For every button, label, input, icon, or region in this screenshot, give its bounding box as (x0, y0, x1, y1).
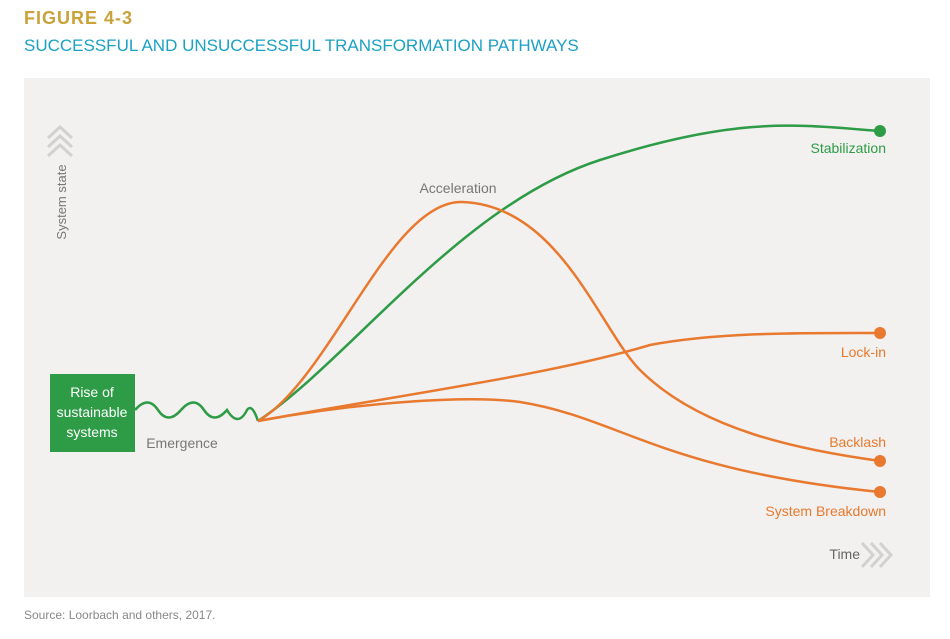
breakdown-path (257, 398, 881, 494)
endpoint (874, 327, 886, 339)
phase-label: Emergence (146, 435, 218, 451)
figure-title: SUCCESSFUL AND UNSUCCESSFUL TRANSFORMATI… (24, 36, 579, 55)
emergence-wave (134, 401, 260, 422)
start-box (50, 374, 135, 452)
endpoint (874, 125, 886, 137)
endpoint (874, 455, 886, 467)
outcome-label: Lock-in (841, 344, 886, 360)
start-label: sustainable (57, 404, 128, 420)
outcome-label: Backlash (829, 434, 886, 450)
panel (24, 78, 930, 597)
y-axis-label: System state (54, 164, 69, 239)
stabilization-path (257, 124, 881, 423)
outcome-label: System Breakdown (765, 503, 886, 519)
start-label: Rise of (70, 384, 114, 400)
endpoint (874, 486, 886, 498)
lock-in-path (257, 331, 881, 423)
x-chevrons (860, 541, 894, 569)
source: Source: Loorbach and others, 2017. (24, 608, 215, 622)
outcome-label: Stabilization (811, 140, 887, 156)
phase-label: Acceleration (419, 180, 496, 196)
figure-number: FIGURE 4-3 (24, 8, 133, 28)
backlash-path (257, 200, 881, 463)
start-label: systems (66, 424, 117, 440)
y-chevrons (46, 124, 74, 158)
x-axis-label: Time (829, 546, 860, 562)
